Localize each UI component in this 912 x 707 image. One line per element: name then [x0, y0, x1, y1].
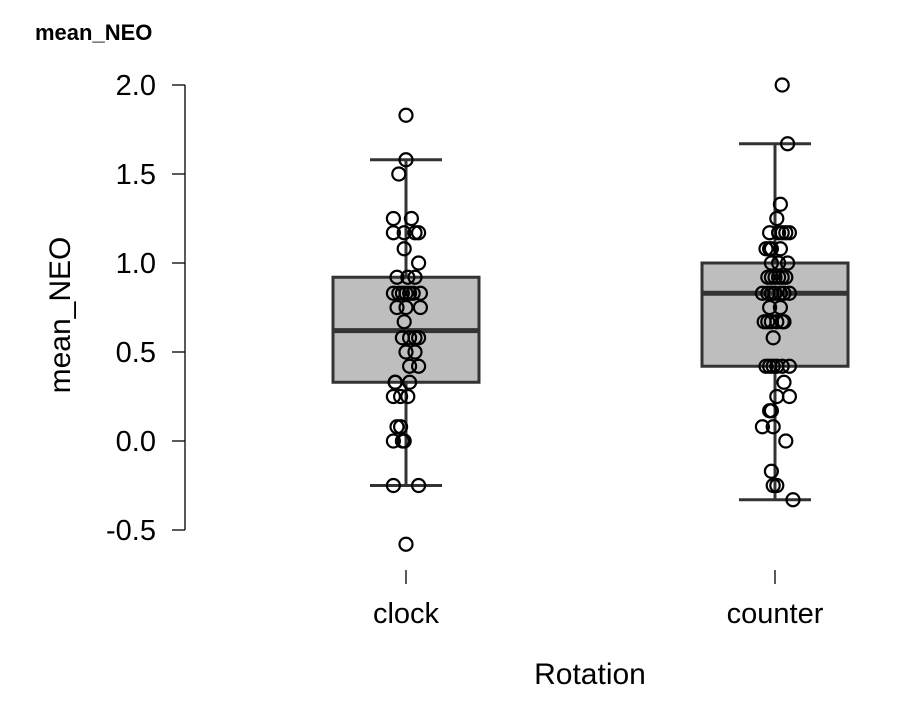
data-point — [393, 419, 409, 435]
data-point — [391, 166, 407, 182]
data-point — [385, 388, 401, 405]
data-point — [778, 433, 794, 449]
y-tick-label: -0.5 — [106, 515, 156, 547]
data-point — [385, 225, 401, 241]
data-point — [761, 225, 778, 241]
data-point — [400, 388, 416, 405]
data-point — [407, 269, 423, 285]
data-point — [387, 374, 403, 390]
data-point — [398, 152, 414, 168]
data-point — [776, 374, 792, 390]
data-point — [405, 285, 421, 301]
data-point — [781, 285, 798, 301]
y-tick-label: 0.0 — [116, 426, 156, 458]
data-point — [411, 225, 427, 241]
data-point — [781, 388, 798, 405]
data-point — [411, 358, 427, 374]
data-point — [763, 463, 780, 479]
data-point — [763, 241, 780, 257]
data-point — [389, 299, 405, 316]
data-point — [778, 269, 794, 285]
y-tick-label: 0.5 — [116, 337, 156, 369]
y-tick-label: 2.0 — [116, 70, 156, 102]
data-point — [412, 285, 428, 301]
data-point — [400, 269, 416, 285]
data-point — [398, 299, 414, 316]
data-point — [770, 225, 787, 241]
data-point — [411, 330, 427, 346]
data-point — [772, 241, 789, 257]
data-point — [767, 285, 783, 301]
box-clock — [331, 158, 481, 487]
data-point — [763, 403, 780, 419]
data-point — [781, 358, 798, 374]
data-point — [411, 477, 427, 494]
x-tick-label: clock — [373, 598, 440, 630]
data-point — [385, 433, 401, 449]
data-point — [385, 210, 401, 227]
data-point — [769, 477, 785, 494]
data-point — [754, 419, 771, 435]
data-point — [398, 536, 414, 552]
y-axis: 2.0 1.5 1.0 0.5 0.0 -0.5 — [106, 70, 186, 547]
data-point — [403, 210, 419, 227]
data-point — [774, 77, 790, 93]
data-point — [402, 374, 418, 390]
data-point — [396, 433, 412, 449]
x-axis: clock counter — [373, 570, 824, 630]
data-point — [772, 299, 789, 316]
data-point — [398, 107, 414, 123]
data-point — [389, 269, 405, 285]
y-axis-title: mean_NEO — [44, 237, 77, 394]
data-point — [761, 299, 778, 316]
data-point — [770, 255, 787, 271]
data-point — [779, 255, 796, 271]
data-point — [412, 299, 428, 316]
data-point — [765, 330, 781, 346]
data-point — [402, 358, 418, 374]
chart-title: mean_NEO — [35, 20, 152, 45]
data-point — [407, 344, 423, 360]
boxes-layer — [331, 142, 850, 502]
x-tick-label: counter — [727, 598, 824, 630]
data-point — [396, 314, 412, 330]
x-axis-title: Rotation — [534, 658, 646, 691]
y-tick-label: 1.0 — [116, 248, 156, 280]
data-point — [765, 419, 781, 435]
data-point — [396, 225, 412, 241]
y-tick-label: 1.5 — [116, 159, 156, 191]
data-point — [411, 255, 427, 271]
data-point — [785, 492, 801, 508]
points-layer — [385, 77, 801, 552]
data-point — [774, 358, 790, 374]
data-point — [763, 255, 780, 271]
data-point — [402, 330, 418, 346]
data-point — [769, 210, 785, 227]
data-point — [779, 136, 796, 152]
data-point — [396, 241, 412, 257]
data-point — [385, 477, 401, 494]
data-point — [772, 196, 789, 212]
data-point — [398, 344, 414, 360]
data-point — [776, 314, 792, 330]
data-point — [769, 314, 785, 330]
data-point — [393, 388, 409, 405]
data-point — [781, 225, 798, 241]
data-point — [769, 388, 785, 405]
data-point — [776, 285, 792, 301]
